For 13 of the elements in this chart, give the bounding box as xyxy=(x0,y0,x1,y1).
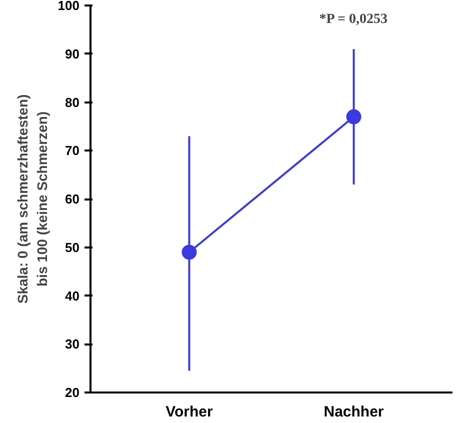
y-tick-label: 100 xyxy=(58,0,80,13)
y-tick-label: 60 xyxy=(65,192,80,206)
annotation: *P = 0,0253 xyxy=(319,12,388,27)
y-tick-label: 40 xyxy=(65,288,80,304)
x-tick-label: Nachher xyxy=(324,404,384,420)
y-tick-label: 80 xyxy=(65,94,80,110)
y-tick-label: 90 xyxy=(65,46,80,62)
y-tick-label: 20 xyxy=(65,385,80,400)
y-tick-label: 30 xyxy=(65,336,80,352)
y-axis-title: Skala: 0 (am schmerzhaftesten) bis 100 (keine Schmerzen) xyxy=(14,94,50,304)
y-tick-label: 70 xyxy=(65,143,80,158)
y-tick-label: 50 xyxy=(65,240,80,255)
x-tick-label: Vorher xyxy=(166,404,214,420)
